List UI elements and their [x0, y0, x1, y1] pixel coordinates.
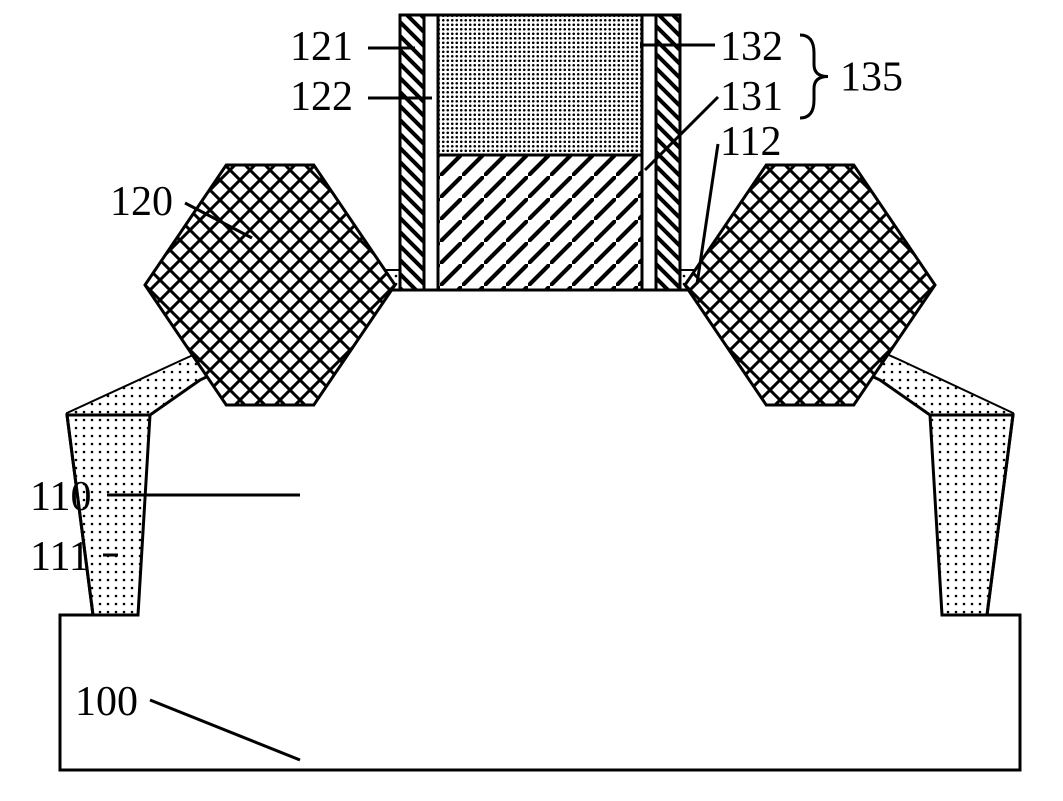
label-132: 132	[720, 24, 783, 70]
label-120: 120	[110, 179, 173, 225]
gate-131	[438, 155, 642, 290]
spacer-122-left	[424, 15, 438, 290]
label-135: 135	[840, 55, 903, 101]
label-131: 131	[720, 74, 783, 120]
label-121: 121	[290, 24, 353, 70]
label-100: 100	[75, 679, 138, 725]
label-110: 110	[30, 474, 91, 520]
label-112: 112	[720, 119, 781, 165]
label-111: 111	[30, 534, 90, 580]
brace-135	[800, 35, 828, 118]
gate-132	[438, 15, 642, 155]
spacer-121-left	[400, 15, 424, 290]
spacer-121-right	[656, 15, 680, 290]
label-122: 122	[290, 74, 353, 120]
sti-111	[930, 415, 1013, 615]
spacer-122-right	[642, 15, 656, 290]
